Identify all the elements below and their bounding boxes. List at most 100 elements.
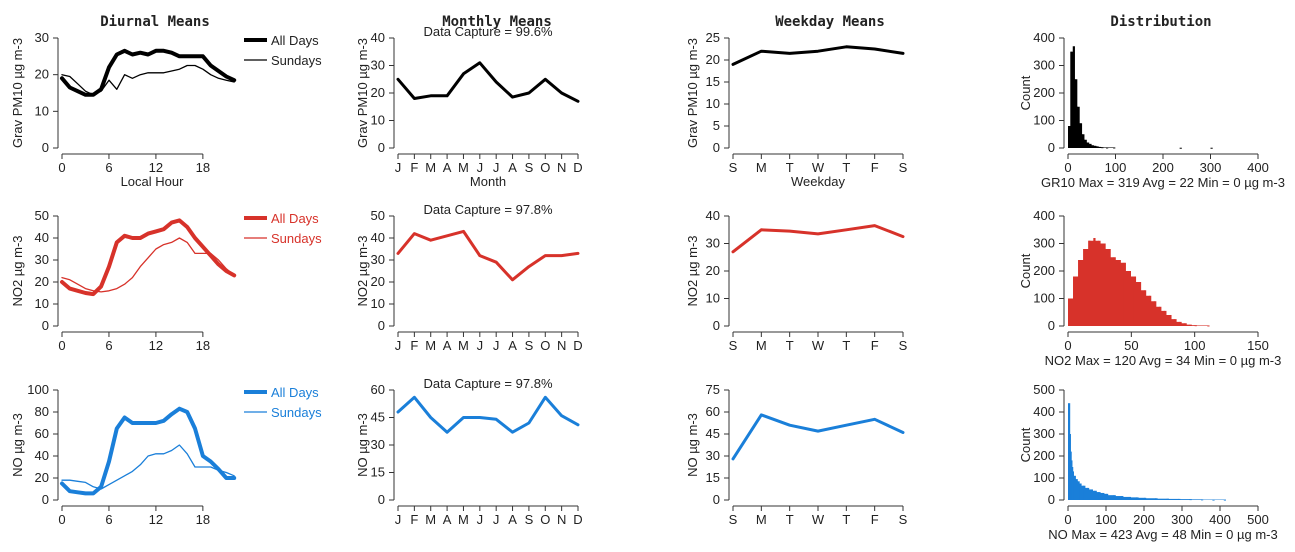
x-tick-label: 12 — [149, 338, 163, 353]
x-tick-label: J — [477, 338, 484, 353]
histogram-bar-fill — [1155, 498, 1168, 500]
y-tick-label: 400 — [1033, 30, 1055, 45]
y-tick-label: 20 — [371, 274, 385, 289]
x-tick-label: 0 — [58, 338, 65, 353]
y-tick-label: 10 — [35, 296, 49, 311]
y-tick-label: 15 — [371, 465, 385, 480]
x-tick-label: S — [729, 160, 738, 175]
data-capture-note: Data Capture = 99.6% — [424, 24, 553, 39]
histogram-bar — [1113, 147, 1116, 149]
histogram-bar-fill — [1070, 51, 1074, 148]
y-tick-label: 0 — [1048, 492, 1055, 507]
x-tick-label: S — [729, 338, 738, 353]
x-tick-label: S — [729, 512, 738, 527]
panel-0-3: 0 100 200 300 400 0 100 200 300 400 Count GR10 Max … — [1018, 30, 1285, 190]
y-tick-label: 400 — [1033, 208, 1055, 223]
x-tick-label: A — [508, 338, 517, 353]
x-tick-label: T — [786, 338, 794, 353]
histogram-bar-fill — [1068, 298, 1074, 326]
x-tick-label: J — [477, 160, 484, 175]
series-line-mean — [396, 395, 580, 434]
series-line-mean — [731, 413, 905, 461]
y-tick-label: 20 — [35, 274, 49, 289]
histogram-bar-fill — [1077, 483, 1080, 500]
histogram-bar-fill — [1075, 481, 1078, 500]
histogram-bar-fill — [1070, 467, 1072, 500]
legend-label: All Days — [271, 385, 319, 400]
y-tick-label: 0 — [42, 492, 49, 507]
data-capture-note: Data Capture = 97.8% — [424, 202, 553, 217]
x-tick-label: M — [458, 338, 469, 353]
y-tick-label: 100 — [1033, 291, 1055, 306]
y-tick-label: 20 — [35, 470, 49, 485]
x-tick-label: 300 — [1171, 512, 1193, 527]
x-tick-label: 100 — [1105, 160, 1127, 175]
y-tick-label: 100 — [1033, 113, 1055, 128]
histogram-bar-fill — [1082, 139, 1086, 148]
y-tick-label: 0 — [378, 492, 385, 507]
histogram-bar-fill — [1123, 271, 1130, 326]
histogram-bar-fill — [1068, 451, 1071, 500]
legend-label: Sundays — [271, 405, 322, 420]
x-tick-label: 100 — [1184, 338, 1206, 353]
column-title: Weekday Means — [775, 14, 885, 30]
histogram-bar-fill — [1087, 489, 1092, 500]
x-tick-label: W — [812, 338, 825, 353]
x-tick-label: 6 — [105, 512, 112, 527]
x-tick-label: S — [899, 338, 908, 353]
x-tick-label: M — [425, 512, 436, 527]
y-tick-label: 100 — [1033, 470, 1055, 485]
panel-2-3: 0 100 200 300 400 500 0 100 200 300 400 500 Count NO … — [1018, 382, 1278, 542]
column-title: Monthly Means — [442, 14, 552, 30]
histogram-bar-fill — [1128, 276, 1135, 326]
y-axis-label: Grav PM10 µg m-3 — [10, 38, 25, 148]
histogram-bar-fill — [1118, 262, 1125, 326]
x-tick-label: O — [540, 338, 550, 353]
y-tick-label: 0 — [713, 140, 720, 155]
y-tick-label: 40 — [35, 448, 49, 463]
histogram-bar-fill — [1164, 315, 1170, 326]
series-line-mean — [396, 229, 580, 282]
x-tick-label: J — [395, 338, 402, 353]
x-tick-label: S — [525, 160, 534, 175]
x-tick-label: J — [493, 160, 500, 175]
histogram-bar-fill — [1103, 249, 1110, 326]
histogram-bar-fill — [1094, 492, 1099, 500]
histogram-bar-fill — [1179, 323, 1186, 326]
y-axis-label: Count — [1018, 253, 1033, 288]
distribution-stats: NO Max = 423 Avg = 48 Min = 0 µg m-3 — [1048, 527, 1277, 542]
series-line-all-days — [60, 48, 237, 97]
histogram-bar-fill — [1078, 260, 1084, 326]
y-tick-label: 0 — [42, 318, 49, 333]
y-tick-label: 40 — [35, 230, 49, 245]
y-tick-label: 45 — [706, 426, 720, 441]
histogram-bar-fill — [1083, 487, 1088, 500]
x-tick-label: 0 — [1064, 160, 1071, 175]
legend-label: All Days — [271, 33, 319, 48]
x-tick-label: S — [899, 160, 908, 175]
histogram-bar-fill — [1144, 498, 1156, 500]
histogram-bar — [1210, 147, 1213, 149]
y-tick-label: 300 — [1033, 236, 1055, 251]
histogram-bar-fill — [1174, 321, 1180, 326]
histogram-bar-fill — [1169, 319, 1175, 326]
histogram-bar-fill — [1090, 490, 1096, 500]
histogram-bar-fill — [1088, 240, 1094, 326]
x-tick-label: D — [573, 160, 582, 175]
x-tick-label: 12 — [149, 160, 163, 175]
y-tick-label: 60 — [371, 382, 385, 397]
y-tick-label: 30 — [706, 448, 720, 463]
panel-1-3: 0 100 200 300 400 0 50 100 150 Count NO2 Max = 120… — [1018, 208, 1281, 368]
column-title: Diurnal Means — [100, 14, 210, 30]
histogram-bar-fill — [1069, 460, 1071, 500]
x-tick-label: T — [842, 338, 850, 353]
x-tick-label: N — [557, 338, 566, 353]
histogram-bar-fill — [1077, 123, 1081, 148]
y-tick-label: 0 — [42, 140, 49, 155]
histogram-bar-fill — [1189, 499, 1202, 500]
x-tick-label: A — [508, 160, 517, 175]
histogram-bar-fill — [1087, 143, 1090, 148]
histogram-bar-fill — [1068, 126, 1071, 148]
x-tick-label: 0 — [1064, 338, 1071, 353]
x-tick-label: 18 — [196, 512, 210, 527]
